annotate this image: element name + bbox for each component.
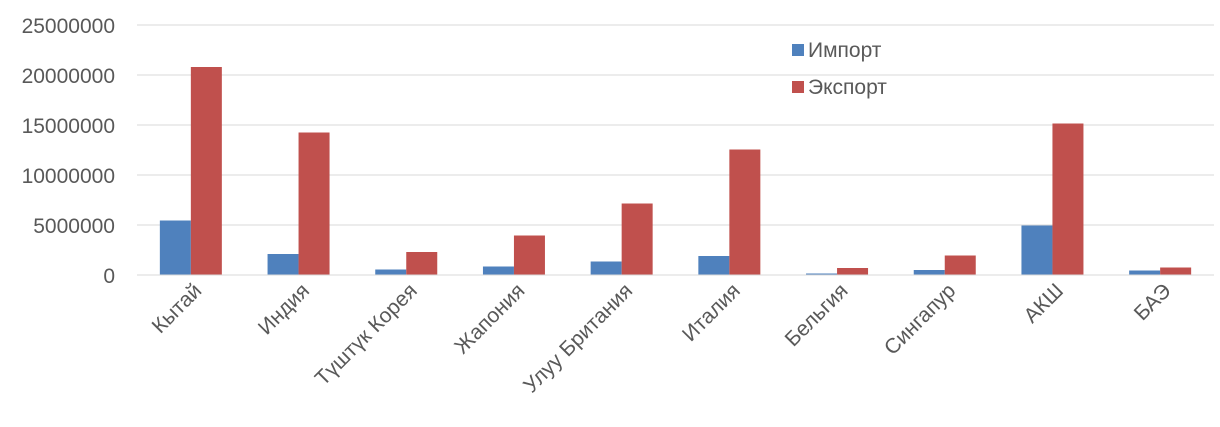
y-tick-label: 25000000 — [22, 15, 115, 38]
x-tick-label: Италия — [678, 279, 745, 346]
bar-export — [837, 268, 869, 275]
legend-label: Экспорт — [808, 76, 887, 99]
legend-swatch — [792, 81, 804, 93]
bar-export — [1052, 123, 1084, 275]
bar-export — [406, 252, 438, 275]
bar-export — [944, 255, 976, 275]
bars — [159, 67, 1192, 275]
bar-export — [513, 235, 545, 275]
bar-import — [698, 256, 730, 275]
bar-import — [1129, 270, 1161, 275]
x-tick-label: Бельгия — [781, 279, 853, 351]
x-tick-label: Индия — [254, 279, 314, 339]
bar-export — [621, 203, 653, 275]
bar-import — [806, 273, 838, 275]
y-tick-label: 20000000 — [22, 65, 115, 88]
y-tick-label: 5000000 — [33, 215, 115, 238]
x-tick-label: Түштүк Корея — [311, 279, 422, 390]
y-tick-label: 15000000 — [22, 115, 115, 138]
bar-import — [375, 269, 407, 275]
bar-export — [190, 67, 222, 275]
x-tick-label: Улуу Британия — [519, 279, 637, 397]
y-tick-label: 0 — [103, 265, 115, 288]
bar-export — [729, 149, 761, 275]
x-tick-label: Жапония — [450, 279, 529, 358]
bar-import — [1021, 225, 1053, 275]
bar-import — [913, 270, 945, 275]
y-tick-label: 10000000 — [22, 165, 115, 188]
bar-import — [267, 254, 299, 275]
legend-swatch — [792, 44, 804, 56]
bar-export — [1160, 267, 1192, 275]
x-tick-label: Сингапур — [880, 279, 960, 359]
bar-export — [298, 132, 330, 275]
bar-import — [590, 261, 622, 275]
x-tick-label: БАЭ — [1130, 279, 1176, 325]
bar-import — [482, 266, 514, 275]
x-tick-label: Кытай — [148, 279, 207, 338]
bar-import — [159, 220, 191, 275]
y-axis-tick-labels: 0 5000000 10000000 15000000 20000000 25000000 — [22, 15, 115, 288]
legend: Импорт Экспорт — [792, 39, 887, 99]
x-tick-label: АКШ — [1020, 279, 1068, 327]
legend-label: Импорт — [808, 39, 882, 62]
